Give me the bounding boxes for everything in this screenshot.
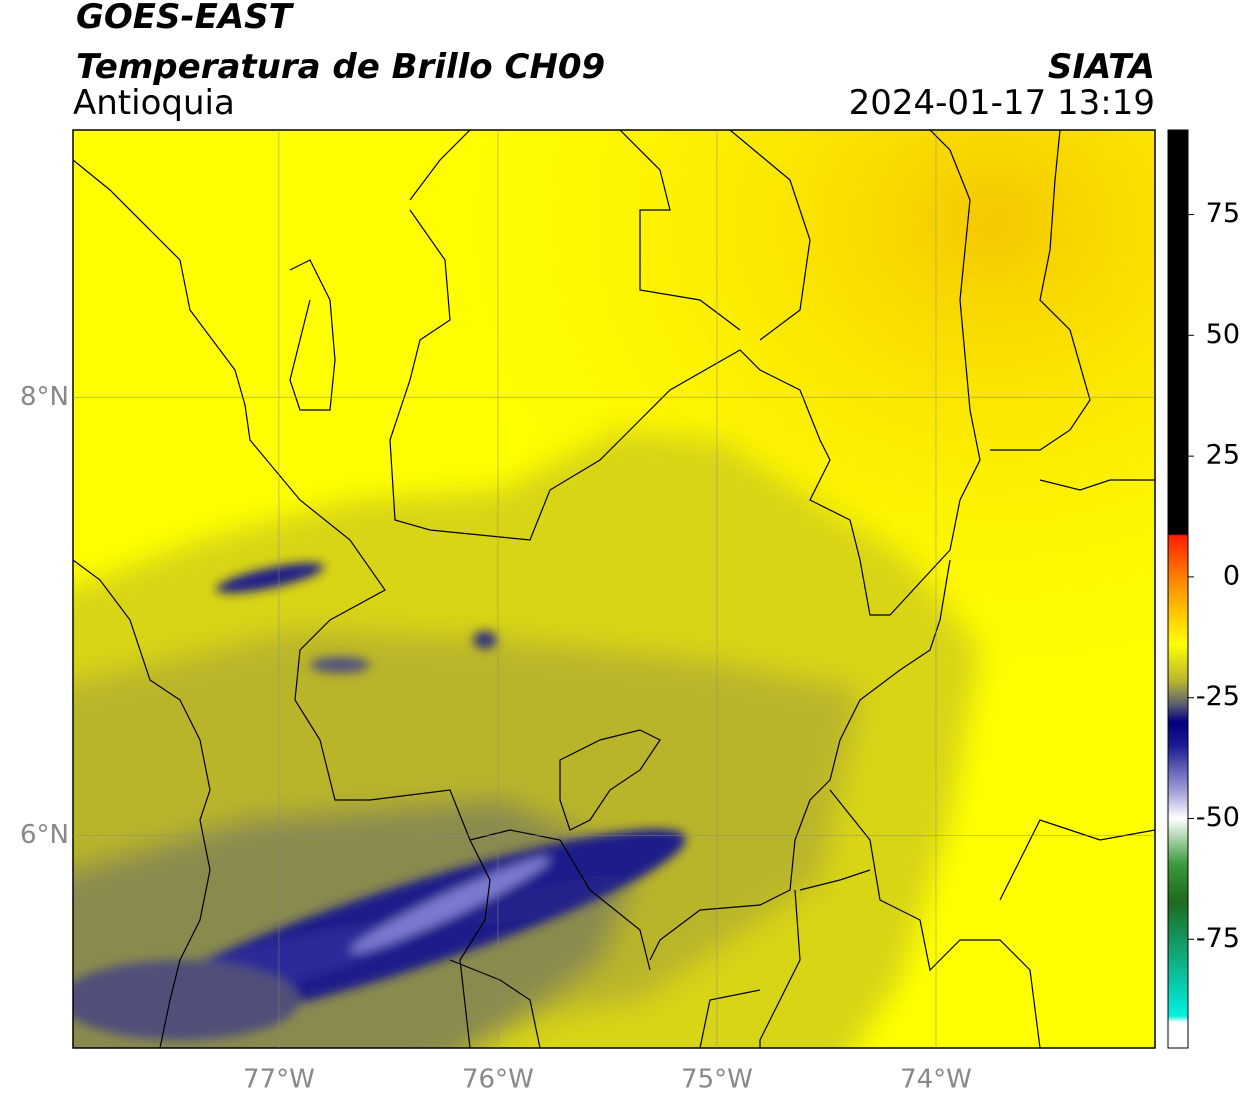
colorbar-tick-label: -75 bbox=[1196, 923, 1240, 954]
y-tick-label: 8°N bbox=[20, 382, 69, 412]
x-tick-label: 77°W bbox=[243, 1065, 315, 1095]
colorbar-tick-label: -25 bbox=[1196, 681, 1240, 712]
x-tick-label: 75°W bbox=[681, 1065, 753, 1095]
datetime: 2024-01-17 13:19 bbox=[849, 83, 1155, 123]
source: SIATA bbox=[1048, 47, 1155, 87]
subtitle: Temperatura de Brillo CH09 bbox=[76, 47, 605, 87]
title: GOES-EAST bbox=[76, 0, 295, 37]
colorbar-tick-label: 0 bbox=[1223, 560, 1240, 591]
colorbar-tick-label: -50 bbox=[1196, 802, 1240, 833]
colorbar-tick-label: 50 bbox=[1206, 319, 1240, 350]
y-tick-label: 6°N bbox=[20, 820, 69, 850]
map-frame bbox=[72, 129, 1156, 1049]
colorbar-tick-label: 75 bbox=[1206, 198, 1240, 229]
x-tick-label: 76°W bbox=[462, 1065, 534, 1095]
map-image bbox=[73, 130, 1155, 1048]
x-tick-label: 74°W bbox=[900, 1065, 972, 1095]
region: Antioquia bbox=[73, 83, 235, 123]
colorbar bbox=[1167, 129, 1189, 1049]
colorbar-tick-label: 25 bbox=[1206, 440, 1240, 471]
